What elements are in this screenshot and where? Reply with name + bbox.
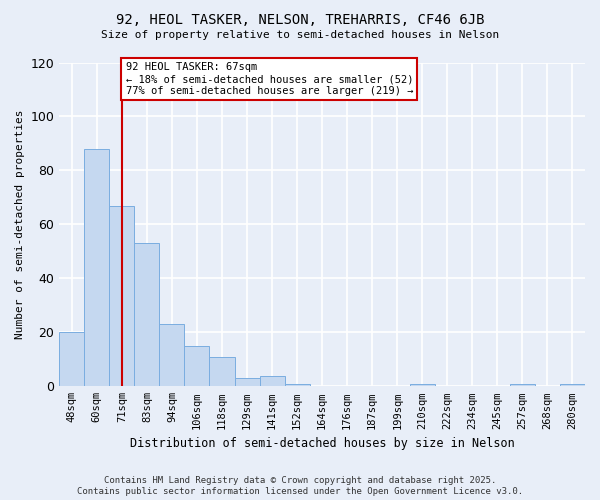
Bar bbox=[184, 346, 209, 387]
Bar bbox=[209, 356, 235, 386]
X-axis label: Distribution of semi-detached houses by size in Nelson: Distribution of semi-detached houses by … bbox=[130, 437, 515, 450]
Bar bbox=[235, 378, 260, 386]
Bar bbox=[260, 376, 284, 386]
Text: Contains HM Land Registry data © Crown copyright and database right 2025.: Contains HM Land Registry data © Crown c… bbox=[104, 476, 496, 485]
Bar bbox=[510, 384, 535, 386]
Text: 92, HEOL TASKER, NELSON, TREHARRIS, CF46 6JB: 92, HEOL TASKER, NELSON, TREHARRIS, CF46… bbox=[116, 12, 484, 26]
Bar bbox=[410, 384, 435, 386]
Bar bbox=[109, 206, 134, 386]
Bar bbox=[560, 384, 585, 386]
Bar bbox=[284, 384, 310, 386]
Bar bbox=[160, 324, 184, 386]
Bar bbox=[59, 332, 85, 386]
Text: 92 HEOL TASKER: 67sqm
← 18% of semi-detached houses are smaller (52)
77% of semi: 92 HEOL TASKER: 67sqm ← 18% of semi-deta… bbox=[125, 62, 413, 96]
Text: Size of property relative to semi-detached houses in Nelson: Size of property relative to semi-detach… bbox=[101, 30, 499, 40]
Bar bbox=[134, 244, 160, 386]
Bar bbox=[85, 149, 109, 386]
Text: Contains public sector information licensed under the Open Government Licence v3: Contains public sector information licen… bbox=[77, 487, 523, 496]
Y-axis label: Number of semi-detached properties: Number of semi-detached properties bbox=[15, 110, 25, 339]
